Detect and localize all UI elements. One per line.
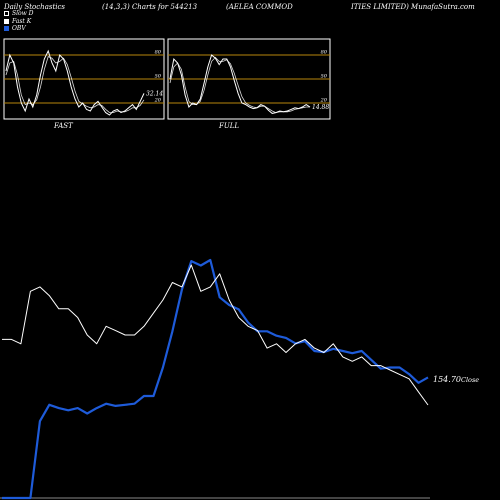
level-label-80: 80 [155,50,162,56]
level-label-20: 20 [320,98,328,104]
legend-swatch [4,18,9,24]
level-label-80: 80 [321,50,328,56]
panel-title: FAST [53,122,74,130]
slow-d-line [169,56,310,114]
header-title: Daily Stochastics [4,3,66,11]
stoch-last-value: 14.88 [312,104,329,111]
legend-item-fast-k: Fast K [4,18,34,26]
header-company-cont: ITIES LIMITED) MunafaSutra.com [351,3,475,11]
obv-line [2,258,429,500]
close-price-line [2,264,429,406]
legend: Slow D Fast K OBV [4,10,34,33]
legend-swatch [4,11,9,17]
legend-swatch [4,26,9,32]
header-params: (14,3,3) Charts for 544213 [102,3,198,11]
level-label-50: 50 [321,74,328,80]
legend-item-slow-d: Slow D [4,10,34,18]
fast-k-line [169,54,311,114]
panel-title: FULL [218,122,239,130]
stoch-last-value: 32.14 [146,90,163,97]
legend-item-obv: OBV [4,25,34,33]
close-last-value: 154.70Close [433,375,479,384]
level-label-50: 50 [155,74,162,80]
slow-d-line [5,56,145,113]
fast-k-line [5,49,145,116]
header-company: (AELEA COMMOD [226,3,293,11]
level-label-20: 20 [154,98,162,104]
